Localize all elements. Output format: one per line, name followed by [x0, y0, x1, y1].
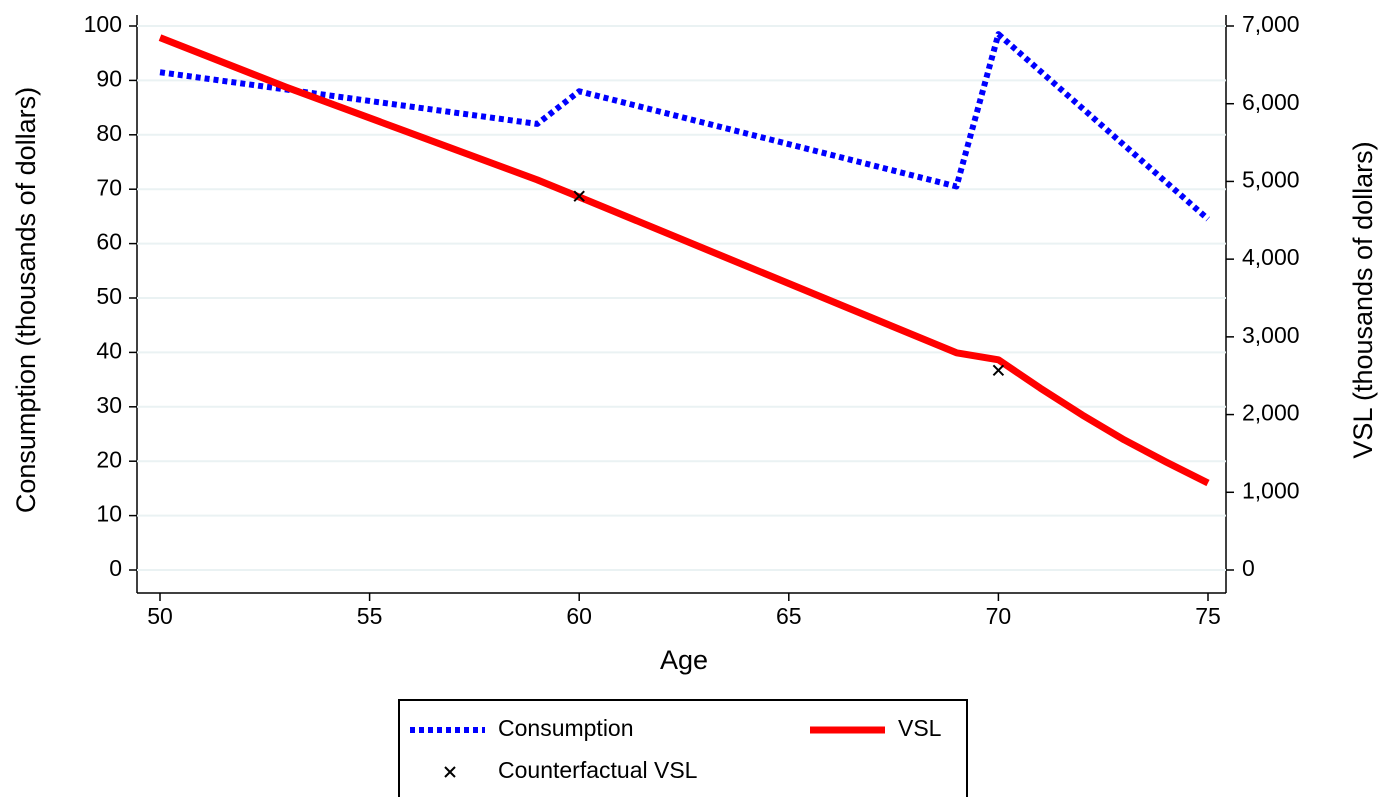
y-tick-label: 0 — [109, 555, 122, 581]
y2-tick-label: 6,000 — [1242, 89, 1300, 115]
y-tick-label: 50 — [96, 283, 122, 309]
y-tick-label: 20 — [96, 446, 122, 472]
y2-tick-label: 7,000 — [1242, 11, 1300, 37]
y-tick-label: 30 — [96, 392, 122, 418]
x-tick-label: 75 — [1195, 603, 1221, 629]
y2-tick-label: 2,000 — [1242, 400, 1300, 426]
y-tick-label: 80 — [96, 120, 122, 146]
x-tick-label: 70 — [986, 603, 1012, 629]
y2-tick-label: 5,000 — [1242, 167, 1300, 193]
legend-marker — [444, 766, 456, 778]
legend-label: Counterfactual VSL — [498, 757, 698, 783]
y-axis-label: Consumption (thousands of dollars) — [11, 87, 41, 513]
legend — [398, 699, 968, 797]
y-tick-label: 60 — [96, 229, 122, 255]
y-tick-label: 90 — [96, 65, 122, 91]
y-tick-label: 100 — [84, 11, 122, 37]
x-tick-label: 55 — [357, 603, 383, 629]
y-tick-label: 40 — [96, 337, 122, 363]
y2-tick-label: 3,000 — [1242, 322, 1300, 348]
y-tick-label: 70 — [96, 174, 122, 200]
y2-axis-label: VSL (thousands of dollars) — [1348, 141, 1378, 458]
series-line — [159, 31, 1210, 222]
x-axis-label: Age — [660, 645, 708, 675]
y2-tick-label: 0 — [1242, 555, 1255, 581]
y2-tick-label: 4,000 — [1242, 244, 1300, 270]
legend-label: VSL — [898, 715, 942, 741]
legend-label: Consumption — [498, 715, 634, 741]
marker — [573, 190, 585, 202]
x-tick-label: 65 — [776, 603, 802, 629]
y2-tick-label: 1,000 — [1242, 477, 1300, 503]
x-tick-label: 60 — [566, 603, 592, 629]
marker — [992, 364, 1005, 376]
y-tick-label: 10 — [96, 501, 122, 527]
series-line — [158, 34, 1210, 487]
x-tick-label: 50 — [147, 603, 173, 629]
